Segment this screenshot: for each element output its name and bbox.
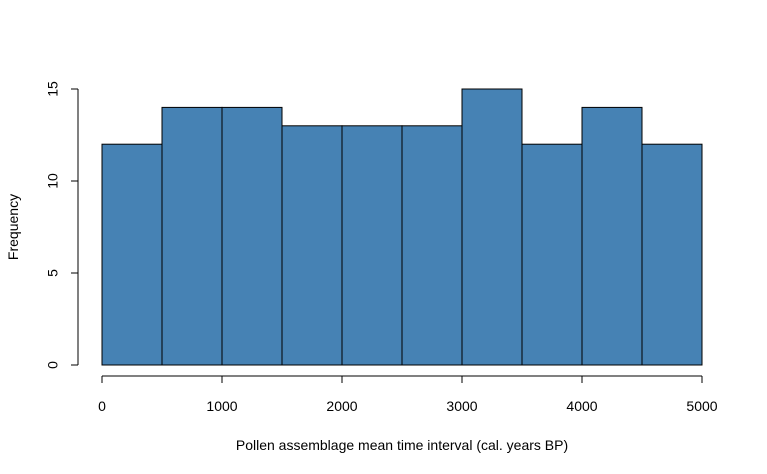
y-tick-label-0: 0 [45,361,61,369]
bars-layer [101,88,703,366]
x-tick-label-1: 1000 [206,398,237,414]
histogram-bar-7 [521,143,583,366]
x-tick-label-0: 0 [98,398,106,414]
x-axis: 0 1000 2000 3000 4000 5000 [98,375,718,414]
histogram-bar-8 [581,106,643,366]
histogram-bar-4 [341,125,403,366]
y-tick-label-1: 5 [45,269,61,277]
y-tick-label-3: 15 [45,81,61,97]
y-tick-label-2: 10 [45,173,61,189]
y-axis-title: Frequency [5,194,21,260]
histogram-bar-3 [281,125,343,366]
x-axis-title: Pollen assemblage mean time interval (ca… [236,437,568,453]
histogram-bar-9 [641,143,703,366]
histogram-bar-0 [101,143,163,366]
x-tick-label-5: 5000 [686,398,717,414]
histogram-bar-5 [401,125,463,366]
x-tick-label-4: 4000 [566,398,597,414]
x-tick-label-2: 2000 [326,398,357,414]
histogram-bar-1 [161,106,223,366]
histogram-bar-6 [461,88,523,366]
y-axis: 0 5 10 15 [45,81,79,369]
histogram-bar-2 [221,106,283,366]
x-tick-label-3: 3000 [446,398,477,414]
